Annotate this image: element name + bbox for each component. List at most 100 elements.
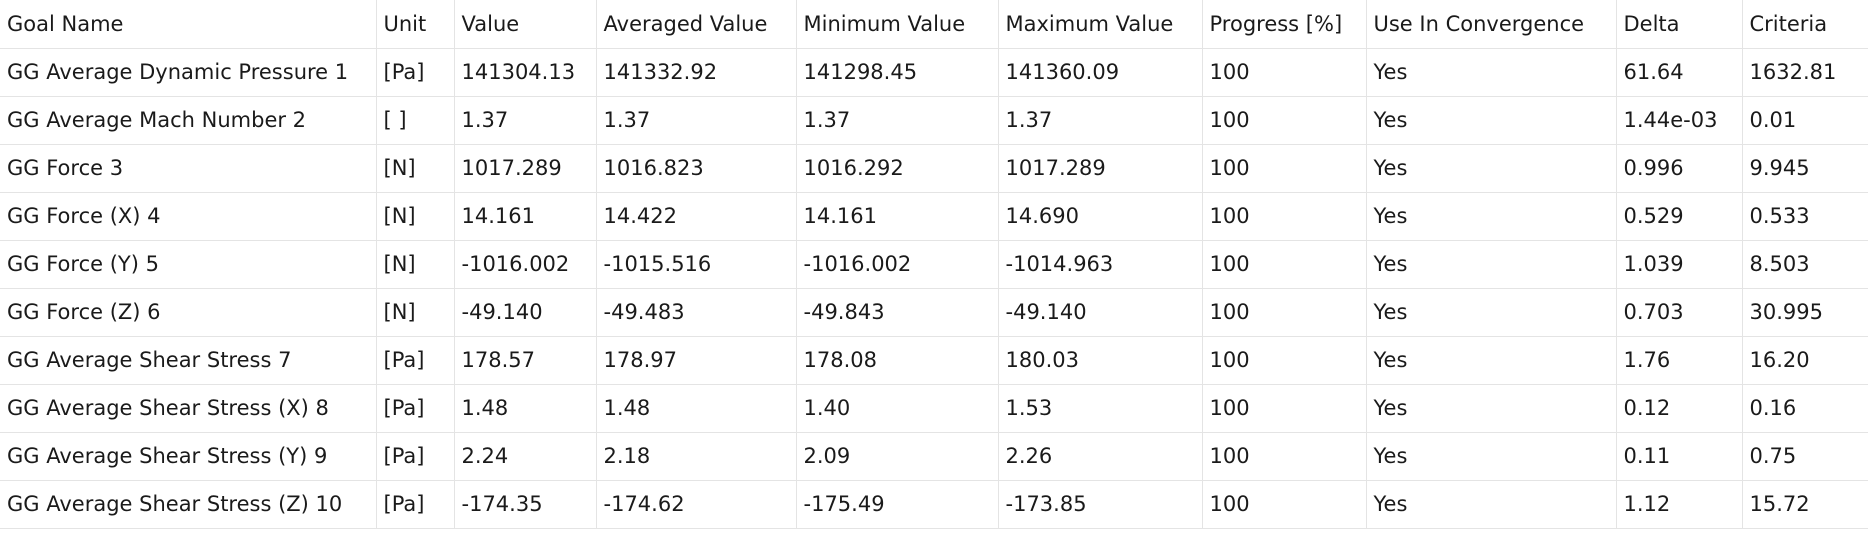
delta-cell: 0.529 [1616, 192, 1743, 241]
use-in-convergence-cell: Yes [1366, 48, 1617, 97]
progress-cell: 100 [1202, 48, 1367, 97]
minimum-value-cell: -49.843 [796, 288, 999, 337]
criteria-cell: 15.72 [1742, 480, 1868, 529]
maximum-value-cell: 180.03 [998, 336, 1203, 385]
delta-cell: 0.996 [1616, 144, 1743, 193]
table-row[interactable]: GG Average Shear Stress (X) 8 [Pa] 1.48 1.4… [0, 384, 1868, 433]
goal-name-cell: GG Average Shear Stress (X) 8 [0, 384, 377, 433]
use-in-convergence-cell: Yes [1366, 192, 1617, 241]
criteria-cell: 16.20 [1742, 336, 1868, 385]
criteria-cell: 0.533 [1742, 192, 1868, 241]
goal-name-cell: GG Force (X) 4 [0, 192, 377, 241]
value-cell: 178.57 [454, 336, 597, 385]
column-header-use-in-convergence[interactable]: Use In Convergence [1366, 0, 1617, 49]
averaged-value-cell: -1015.516 [596, 240, 797, 289]
delta-cell: 0.11 [1616, 432, 1743, 481]
progress-cell: 100 [1202, 480, 1367, 529]
table-row[interactable]: GG Force (X) 4 [N] 14.161 14.422 14.161 14.69… [0, 192, 1868, 241]
column-header-delta[interactable]: Delta [1616, 0, 1743, 49]
minimum-value-cell: 141298.45 [796, 48, 999, 97]
progress-cell: 100 [1202, 240, 1367, 289]
minimum-value-cell: 1.40 [796, 384, 999, 433]
column-header-progress[interactable]: Progress [%] [1202, 0, 1367, 49]
averaged-value-cell: 141332.92 [596, 48, 797, 97]
table-row[interactable]: GG Average Shear Stress 7 [Pa] 178.57 178.9… [0, 336, 1868, 385]
delta-cell: 1.76 [1616, 336, 1743, 385]
delta-cell: 61.64 [1616, 48, 1743, 97]
goal-name-cell: GG Force 3 [0, 144, 377, 193]
column-header-criteria[interactable]: Criteria [1742, 0, 1868, 49]
goal-name-cell: GG Average Shear Stress (Y) 9 [0, 432, 377, 481]
minimum-value-cell: 14.161 [796, 192, 999, 241]
value-cell: 1017.289 [454, 144, 597, 193]
use-in-convergence-cell: Yes [1366, 432, 1617, 481]
value-cell: 1.48 [454, 384, 597, 433]
criteria-cell: 30.995 [1742, 288, 1868, 337]
maximum-value-cell: 14.690 [998, 192, 1203, 241]
averaged-value-cell: 2.18 [596, 432, 797, 481]
maximum-value-cell: -173.85 [998, 480, 1203, 529]
value-cell: 1.37 [454, 96, 597, 145]
table-row[interactable]: GG Force (Z) 6 [N] -49.140 -49.483 -49.843 -4… [0, 288, 1868, 337]
unit-cell: [ ] [376, 96, 455, 145]
table-row[interactable]: GG Force (Y) 5 [N] -1016.002 -1015.516 -1016… [0, 240, 1868, 289]
column-header-value[interactable]: Value [454, 0, 597, 49]
averaged-value-cell: -174.62 [596, 480, 797, 529]
maximum-value-cell: -49.140 [998, 288, 1203, 337]
goal-name-cell: GG Average Mach Number 2 [0, 96, 377, 145]
unit-cell: [Pa] [376, 480, 455, 529]
use-in-convergence-cell: Yes [1366, 240, 1617, 289]
progress-cell: 100 [1202, 144, 1367, 193]
minimum-value-cell: 2.09 [796, 432, 999, 481]
unit-cell: [N] [376, 288, 455, 337]
maximum-value-cell: -1014.963 [998, 240, 1203, 289]
unit-cell: [Pa] [376, 432, 455, 481]
progress-cell: 100 [1202, 192, 1367, 241]
unit-cell: [Pa] [376, 384, 455, 433]
value-cell: -49.140 [454, 288, 597, 337]
progress-cell: 100 [1202, 432, 1367, 481]
maximum-value-cell: 1.53 [998, 384, 1203, 433]
minimum-value-cell: -1016.002 [796, 240, 999, 289]
table-row[interactable]: GG Average Shear Stress (Y) 9 [Pa] 2.24 2.1… [0, 432, 1868, 481]
value-cell: 14.161 [454, 192, 597, 241]
delta-cell: 0.703 [1616, 288, 1743, 337]
goal-name-cell: GG Average Shear Stress (Z) 10 [0, 480, 377, 529]
unit-cell: [N] [376, 192, 455, 241]
column-header-minimum-value[interactable]: Minimum Value [796, 0, 999, 49]
progress-cell: 100 [1202, 336, 1367, 385]
unit-cell: [Pa] [376, 336, 455, 385]
criteria-cell: 8.503 [1742, 240, 1868, 289]
column-header-goal-name[interactable]: Goal Name [0, 0, 377, 49]
maximum-value-cell: 2.26 [998, 432, 1203, 481]
maximum-value-cell: 141360.09 [998, 48, 1203, 97]
maximum-value-cell: 1017.289 [998, 144, 1203, 193]
averaged-value-cell: 1.48 [596, 384, 797, 433]
table-row[interactable]: GG Average Shear Stress (Z) 10 [Pa] -174.3… [0, 480, 1868, 529]
averaged-value-cell: 1.37 [596, 96, 797, 145]
value-cell: 141304.13 [454, 48, 597, 97]
use-in-convergence-cell: Yes [1366, 336, 1617, 385]
use-in-convergence-cell: Yes [1366, 480, 1617, 529]
delta-cell: 0.12 [1616, 384, 1743, 433]
column-header-maximum-value[interactable]: Maximum Value [998, 0, 1203, 49]
value-cell: 2.24 [454, 432, 597, 481]
averaged-value-cell: -49.483 [596, 288, 797, 337]
minimum-value-cell: 1.37 [796, 96, 999, 145]
delta-cell: 1.44e-03 [1616, 96, 1743, 145]
table-row[interactable]: GG Average Dynamic Pressure 1 [Pa] 141304.… [0, 48, 1868, 97]
value-cell: -1016.002 [454, 240, 597, 289]
minimum-value-cell: 178.08 [796, 336, 999, 385]
table-row[interactable]: GG Force 3 [N] 1017.289 1016.823 1016.292 101… [0, 144, 1868, 193]
column-header-averaged-value[interactable]: Averaged Value [596, 0, 797, 49]
value-cell: -174.35 [454, 480, 597, 529]
unit-cell: [N] [376, 240, 455, 289]
criteria-cell: 0.75 [1742, 432, 1868, 481]
progress-cell: 100 [1202, 384, 1367, 433]
column-header-unit[interactable]: Unit [376, 0, 455, 49]
table-row[interactable]: GG Average Mach Number 2[ ] 1.37 1.37 1.37 1… [0, 96, 1868, 145]
use-in-convergence-cell: Yes [1366, 144, 1617, 193]
averaged-value-cell: 14.422 [596, 192, 797, 241]
unit-cell: [N] [376, 144, 455, 193]
progress-cell: 100 [1202, 288, 1367, 337]
